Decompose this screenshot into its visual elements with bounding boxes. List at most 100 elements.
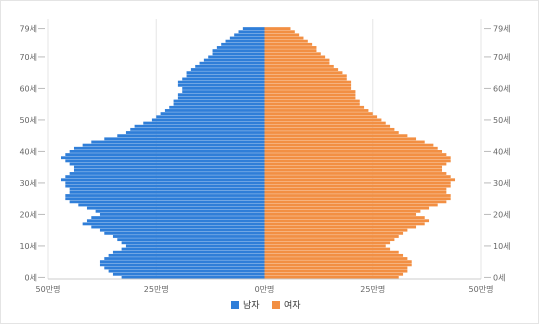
bar-male-age-42	[82, 143, 265, 147]
bar-male-age-46	[125, 131, 265, 134]
bars-group	[60, 27, 456, 279]
bar-female-age-61	[264, 83, 352, 87]
bar-female-age-57	[264, 96, 356, 100]
y-tick-label-left-30: 30세	[19, 179, 37, 188]
bar-female-age-62	[264, 80, 352, 84]
bar-female-age-13	[264, 235, 399, 238]
bar-male-age-49	[143, 121, 265, 125]
bar-female-age-53	[264, 109, 369, 112]
y-tick-label-right-50: 50세	[493, 116, 511, 125]
bar-female-age-35	[264, 165, 443, 169]
bar-female-age-6	[264, 257, 408, 260]
bar-male-age-57	[177, 96, 265, 100]
bar-male-age-17	[82, 222, 265, 226]
bar-male-age-35	[73, 165, 265, 169]
x-tick-label-4: 50만명	[469, 284, 494, 294]
bar-male-age-9	[121, 247, 265, 251]
bar-male-age-29	[65, 184, 265, 188]
bar-female-age-10	[264, 244, 386, 248]
bar-male-age-2	[108, 269, 265, 273]
bar-male-age-10	[125, 244, 265, 248]
y-axis-left: 0세 10세 20세 30세 40세 50세 60세 70세 79세	[19, 25, 45, 282]
bar-female-age-26	[264, 194, 451, 197]
bar-male-age-60	[182, 87, 265, 90]
bar-male-age-34	[73, 168, 265, 172]
bar-male-age-39	[65, 153, 265, 156]
y-tick-label-left-60: 60세	[19, 84, 37, 93]
bar-male-age-24	[69, 200, 265, 204]
bar-female-age-39	[264, 153, 447, 156]
y-tick-label-left-10: 10세	[19, 242, 37, 251]
y-tick-label-right-40: 40세	[493, 147, 511, 156]
bar-male-age-65	[186, 71, 265, 75]
bar-female-age-65	[264, 71, 343, 75]
bar-female-age-9	[264, 247, 391, 251]
bar-male-age-77	[234, 33, 265, 37]
bar-male-age-44	[104, 137, 265, 141]
bar-female-age-1	[264, 272, 404, 276]
bar-female-age-75	[264, 39, 308, 43]
bar-female-age-42	[264, 143, 434, 147]
bar-female-age-52	[264, 112, 373, 116]
bar-male-age-43	[91, 140, 265, 144]
bar-male-age-25	[65, 197, 265, 201]
bar-male-age-36	[69, 162, 265, 166]
bar-female-age-74	[264, 42, 313, 46]
bar-female-age-30	[264, 181, 451, 185]
bar-male-age-69	[203, 58, 265, 62]
bar-female-age-17	[264, 222, 425, 226]
bar-male-age-75	[225, 39, 265, 43]
bar-male-age-73	[216, 46, 265, 49]
bar-male-age-68	[199, 61, 265, 65]
bar-male-age-74	[221, 42, 265, 46]
bar-female-age-20	[264, 213, 417, 216]
bar-male-age-3	[104, 266, 265, 270]
bar-male-age-5	[99, 260, 265, 264]
bar-male-age-50	[151, 118, 265, 122]
bar-male-age-7	[108, 253, 265, 257]
bar-female-age-25	[264, 197, 451, 201]
bar-female-age-37	[264, 159, 451, 163]
y-tick-label-right-70: 70세	[493, 53, 511, 62]
bar-male-age-32	[65, 175, 265, 179]
bar-male-age-0	[121, 276, 265, 279]
bar-male-age-78	[238, 30, 265, 34]
bar-female-age-73	[264, 46, 317, 49]
bar-male-age-54	[169, 105, 265, 109]
legend-label-male: 남자	[243, 300, 260, 311]
bar-female-age-55	[264, 102, 360, 106]
x-tick-label-3: 25만명	[360, 284, 385, 294]
bar-male-age-15	[99, 228, 265, 232]
y-axis-right: 0세 10세 20세 30세 40세 50세 60세 70세 79세	[484, 25, 511, 282]
y-tick-label-left-79: 79세	[19, 25, 37, 34]
bar-male-age-30	[65, 181, 265, 185]
bar-male-age-56	[173, 99, 265, 103]
bar-female-age-69	[264, 58, 330, 62]
bar-female-age-48	[264, 124, 391, 128]
bar-female-age-67	[264, 64, 334, 68]
bar-male-age-79	[242, 27, 265, 30]
bar-female-age-2	[264, 269, 408, 273]
bar-female-age-36	[264, 162, 447, 166]
bar-female-age-27	[264, 190, 447, 194]
bar-male-age-58	[177, 93, 265, 97]
bar-female-age-51	[264, 115, 378, 119]
bar-female-age-46	[264, 131, 399, 134]
bar-male-age-62	[177, 80, 265, 84]
bar-female-age-49	[264, 121, 386, 125]
bar-female-age-41	[264, 146, 438, 150]
bar-female-age-15	[264, 228, 408, 232]
bar-female-age-47	[264, 127, 395, 131]
bar-female-age-40	[264, 150, 443, 153]
bar-female-age-3	[264, 266, 408, 270]
bar-male-age-45	[117, 134, 265, 138]
bar-female-age-32	[264, 175, 451, 179]
bar-female-age-8	[264, 250, 399, 254]
bar-female-age-76	[264, 36, 304, 40]
bar-male-age-71	[212, 52, 265, 56]
bar-male-age-27	[69, 190, 265, 194]
bar-female-age-56	[264, 99, 360, 103]
bar-female-age-58	[264, 93, 356, 97]
bar-female-age-38	[264, 156, 451, 160]
